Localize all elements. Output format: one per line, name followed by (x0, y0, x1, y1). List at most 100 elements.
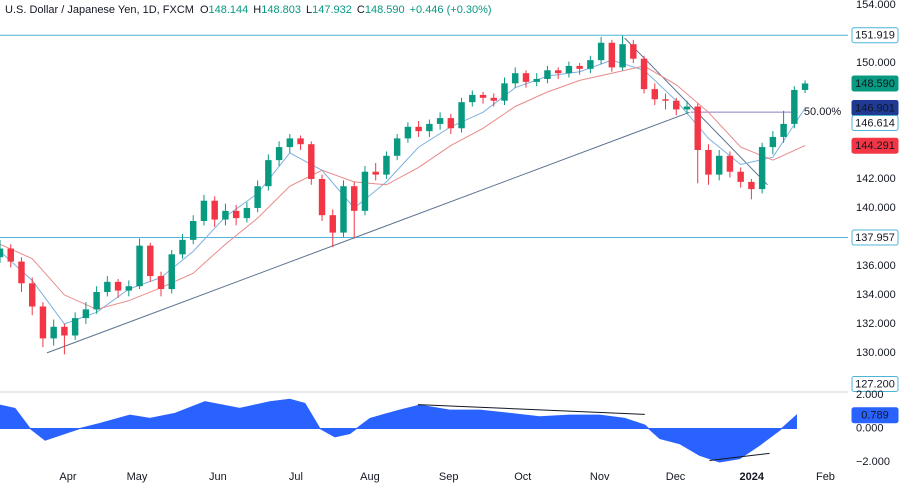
candle-body (726, 155, 734, 172)
candle-body (179, 239, 186, 255)
candle-body (791, 89, 798, 124)
price-tag-label: 127.200 (855, 378, 895, 390)
level-tag: 151.919 (851, 27, 899, 44)
candle-body (447, 118, 455, 129)
candle-body (458, 102, 465, 129)
candle-body (351, 186, 358, 211)
candle-body (243, 207, 251, 219)
candle-body (512, 73, 519, 84)
candle-body (383, 155, 390, 175)
price-tag-label: 148.590 (855, 78, 895, 90)
x-tick-label: Feb (816, 471, 835, 483)
fib-tag-label: 146.614 (855, 117, 895, 129)
price-tag-label: 146.901 (855, 102, 895, 114)
price-tag-label: 144.291 (855, 140, 895, 152)
candle-body (748, 181, 755, 190)
candle-body (136, 245, 143, 287)
level-tag: 137.957 (851, 229, 899, 246)
candle-body (93, 292, 100, 310)
candle-body (469, 94, 476, 103)
candle-body (361, 171, 369, 211)
level-tag-box (851, 27, 899, 44)
candle-body (286, 138, 294, 148)
candle-body (683, 106, 691, 110)
x-tick-label: Oct (514, 471, 531, 483)
candle-body (694, 106, 701, 150)
candle-body (7, 248, 14, 262)
x-tick-label: Dec (666, 471, 686, 483)
x-tick-label: Sep (439, 471, 459, 483)
candle-body (737, 171, 744, 182)
price-tag: 146.901 (851, 99, 899, 116)
candle-body (544, 70, 551, 79)
candle-body (50, 326, 57, 339)
candle-body (533, 78, 540, 82)
candle-body (232, 210, 240, 219)
fib-tag: 146.614 (851, 114, 899, 131)
candle-body (490, 97, 497, 101)
fib-tag-box (851, 114, 899, 131)
candle-body (104, 281, 111, 293)
candle-body (522, 73, 530, 82)
price-tag: 144.291 (851, 137, 899, 154)
candle-body (265, 160, 272, 187)
candle-body (157, 276, 165, 290)
level-tag-label: 151.919 (855, 30, 895, 42)
symbol-title: U.S. Dollar / Japanese Yen, 1D, FXCM (5, 4, 194, 16)
candle-body (168, 254, 175, 290)
candle-body (200, 200, 208, 221)
x-tick-label: 2024 (740, 471, 765, 483)
candle-body (758, 147, 766, 190)
candle-body (619, 44, 626, 68)
candle-body (576, 65, 583, 69)
y-tick-label: 132.000 (856, 318, 896, 330)
candle-body (662, 99, 669, 101)
x-tick-label: Nov (590, 471, 610, 483)
y-tick-label: 0.000 (856, 422, 884, 434)
oscillator-area (0, 398, 798, 463)
quote-value: 148.144 (209, 4, 249, 16)
candle-body (39, 306, 47, 339)
candle-body (415, 126, 422, 132)
quote-value: 148.590 (365, 4, 405, 16)
candle-body (587, 60, 594, 69)
candle-body (71, 318, 79, 336)
candle-body (254, 186, 261, 208)
divergence-line (417, 404, 645, 415)
candle-body (565, 65, 573, 74)
level-tag-label: 137.957 (855, 232, 895, 244)
candle-body (554, 70, 562, 74)
candle-body (780, 123, 787, 137)
price-tag-box (851, 137, 899, 154)
y-tick-label: 2.000 (856, 389, 884, 401)
candle-body (393, 138, 401, 156)
quote-key: H (253, 4, 261, 16)
oscillator-tag: 0.789 (851, 407, 899, 424)
y-tick-label: 140.000 (856, 202, 896, 214)
fib-label: 50.00% (804, 106, 842, 118)
price-tag-box (851, 75, 899, 92)
header: U.S. Dollar / Japanese Yen, 1D, FXCM O148… (5, 4, 492, 16)
price-tag: 148.590 (851, 75, 899, 92)
x-tick-label: Aug (360, 471, 380, 483)
candle-body (436, 118, 444, 124)
y-tick-label: 154.000 (856, 0, 896, 11)
quote-key: L (306, 4, 312, 16)
x-tick-label: Apr (59, 471, 76, 483)
candle-body (340, 186, 347, 233)
quote-key: O (200, 4, 209, 16)
candle-body (114, 281, 122, 291)
candle-body (630, 44, 637, 59)
oscillator-tag-label: 0.789 (861, 410, 889, 422)
quote-change: +0.446 (+0.30%) (410, 4, 492, 16)
candle-body (147, 245, 154, 277)
y-tick-label: 142.000 (856, 173, 896, 185)
candle-body (275, 147, 283, 161)
candle-body (189, 220, 197, 240)
candle-body (597, 42, 605, 61)
x-tick-label: Jul (289, 471, 303, 483)
candle-body (222, 210, 229, 220)
quote-value: 148.803 (261, 4, 301, 16)
candle-body (28, 283, 36, 307)
x-tick-label: May (127, 471, 148, 483)
